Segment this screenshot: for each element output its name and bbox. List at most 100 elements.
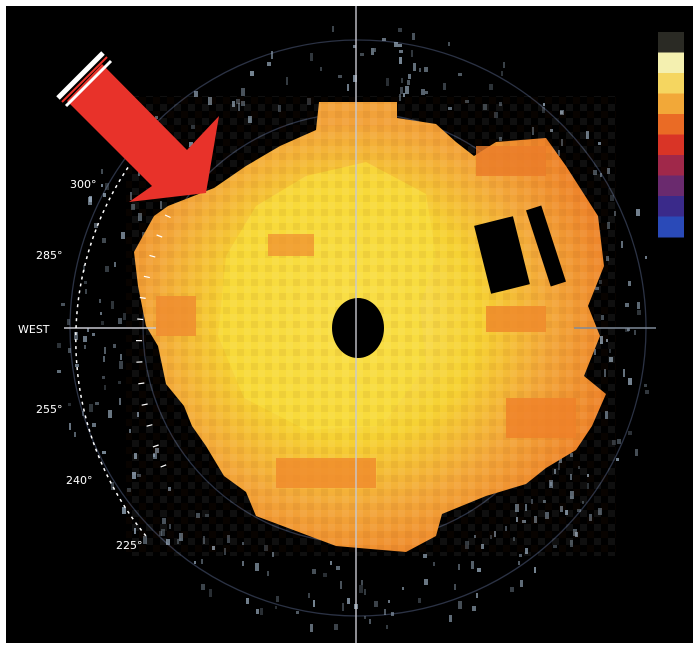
clutter-pixel bbox=[82, 411, 84, 416]
clutter-pixel bbox=[361, 580, 363, 585]
clutter-pixel bbox=[644, 384, 647, 387]
color-bar-swatch bbox=[658, 32, 684, 53]
clutter-pixel bbox=[111, 301, 114, 309]
clutter-pixel bbox=[332, 26, 334, 32]
crosshair bbox=[64, 6, 656, 643]
clutter-pixel bbox=[119, 398, 121, 405]
clutter-pixel bbox=[312, 569, 316, 574]
clutter-pixel bbox=[503, 62, 505, 68]
echo-patch bbox=[476, 146, 546, 176]
clutter-pixel bbox=[386, 78, 389, 86]
clutter-pixel bbox=[418, 598, 421, 603]
clutter-pixel bbox=[617, 439, 621, 444]
clutter-pixel bbox=[448, 42, 450, 46]
clutter-pixel bbox=[89, 196, 92, 202]
arrow-tail-stripe bbox=[56, 51, 105, 100]
reflectivity-color-bar bbox=[658, 32, 684, 238]
clutter-pixel bbox=[384, 609, 386, 615]
clutter-pixel bbox=[616, 458, 619, 461]
clutter-pixel bbox=[108, 410, 112, 418]
clutter-pixel bbox=[209, 589, 212, 597]
bearing-tick bbox=[143, 275, 150, 279]
clutter-pixel bbox=[454, 584, 456, 590]
clutter-pixel bbox=[402, 587, 404, 590]
clutter-pixel bbox=[313, 600, 315, 607]
clutter-pixel bbox=[635, 449, 638, 456]
color-bar-swatch bbox=[658, 196, 684, 217]
clutter-pixel bbox=[83, 265, 85, 272]
clutter-pixel bbox=[286, 77, 288, 85]
clutter-pixel bbox=[405, 86, 409, 94]
clutter-pixel bbox=[636, 209, 640, 216]
clutter-pixel bbox=[99, 299, 101, 303]
bearing-label-300: 300° bbox=[70, 178, 97, 191]
center-void bbox=[332, 298, 384, 358]
bearing-tick bbox=[139, 296, 146, 299]
clutter-pixel bbox=[510, 587, 514, 592]
clutter-pixel bbox=[520, 580, 523, 587]
color-bar-swatch bbox=[658, 73, 684, 94]
radar-display: 300° 285° WEST 255° 240° 225° bbox=[6, 6, 693, 643]
clutter-pixel bbox=[57, 370, 61, 373]
clutter-pixel bbox=[69, 423, 71, 430]
clutter-pixel bbox=[425, 91, 428, 94]
clutter-pixel bbox=[246, 598, 249, 604]
clutter-pixel bbox=[95, 402, 99, 405]
clutter-pixel bbox=[83, 336, 87, 342]
clutter-pixel bbox=[275, 606, 277, 609]
clutter-pixel bbox=[194, 91, 198, 97]
clutter-pixel bbox=[67, 319, 70, 325]
clutter-pixel bbox=[413, 63, 416, 71]
clutter-pixel bbox=[534, 567, 536, 573]
clutter-pixel bbox=[621, 241, 623, 248]
clutter-pixel bbox=[267, 62, 271, 66]
clutter-pixel bbox=[84, 281, 87, 284]
clutter-pixel bbox=[627, 328, 630, 331]
clutter-pixel bbox=[374, 48, 376, 52]
clutter-pixel bbox=[449, 615, 452, 622]
color-bar-swatch bbox=[658, 52, 684, 74]
clutter-pixel bbox=[364, 616, 366, 619]
clutter-pixel bbox=[394, 42, 398, 47]
clutter-pixel bbox=[637, 310, 641, 315]
clutter-pixel bbox=[105, 266, 109, 272]
bearing-tick bbox=[138, 382, 145, 385]
clutter-pixel bbox=[92, 423, 96, 427]
clutter-pixel bbox=[458, 73, 462, 76]
echo-gap bbox=[474, 216, 530, 294]
clutter-pixel bbox=[122, 507, 126, 514]
clutter-pixel bbox=[391, 612, 394, 616]
clutter-pixel bbox=[102, 376, 105, 379]
clutter-pixel bbox=[105, 183, 109, 190]
clutter-pixel bbox=[472, 606, 476, 611]
bearing-tick bbox=[164, 214, 171, 219]
clutter-pixel bbox=[364, 589, 366, 595]
clutter-pixel bbox=[276, 596, 279, 602]
clutter-pixel bbox=[74, 432, 76, 437]
clutter-pixel bbox=[419, 68, 421, 72]
clutter-pixel bbox=[399, 57, 402, 64]
clutter-pixel bbox=[310, 53, 313, 61]
clutter-pixel bbox=[645, 390, 649, 394]
clutter-pixel bbox=[471, 561, 474, 569]
clutter-pixel bbox=[353, 45, 356, 48]
bearing-tick bbox=[156, 234, 163, 238]
clutter-pixel bbox=[114, 262, 116, 267]
clutter-pixel bbox=[399, 50, 403, 53]
clutter-pixel bbox=[296, 611, 299, 614]
clutter-pixel bbox=[57, 343, 61, 348]
clutter-pixel bbox=[628, 378, 632, 385]
clutter-pixel bbox=[120, 354, 122, 360]
clutter-pixel bbox=[374, 601, 378, 607]
color-bar-swatch bbox=[658, 216, 684, 238]
echo-patch bbox=[276, 458, 376, 488]
clutter-pixel bbox=[101, 184, 103, 187]
clutter-pixel bbox=[84, 345, 86, 349]
clutter-pixel bbox=[400, 87, 403, 94]
clutter-pixel bbox=[310, 624, 313, 632]
arrow-tail-stripe bbox=[61, 56, 108, 103]
clutter-pixel bbox=[458, 564, 460, 570]
clutter-pixel bbox=[260, 608, 263, 615]
clutter-pixel bbox=[121, 232, 125, 239]
